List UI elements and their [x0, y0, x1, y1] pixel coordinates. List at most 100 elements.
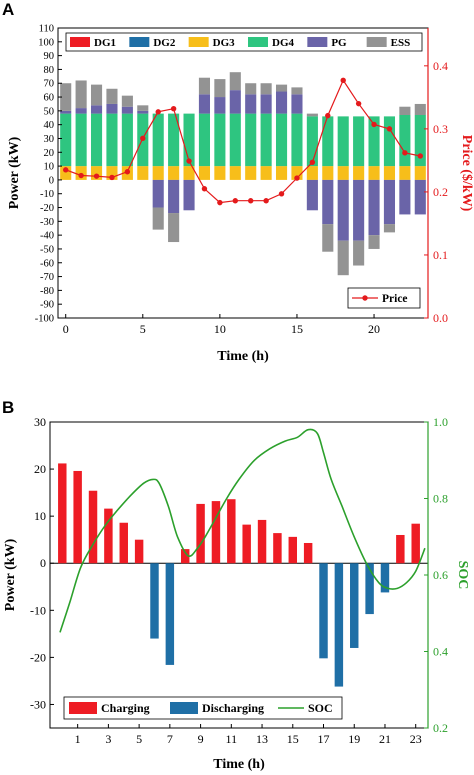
x-tick-label: 19: [348, 732, 360, 746]
bar-discharging-20: [365, 563, 374, 615]
legend-swatch-dg2: [129, 37, 150, 47]
bar-pg-3: [106, 103, 118, 114]
y-tick-label: -80: [40, 286, 54, 297]
y-tick-label: 10: [44, 162, 55, 173]
bar-charging-1: [73, 470, 82, 564]
price-line: [65, 79, 421, 204]
bar-ess-1: [75, 80, 87, 109]
bar-pg-11: [229, 90, 241, 114]
y-tick-label: 10: [34, 509, 46, 523]
y-tick-label: -70: [40, 272, 54, 283]
x-tick-label: 17: [318, 732, 330, 746]
bar-dg4-21: [383, 116, 396, 167]
y-tick-label: 110: [39, 24, 54, 35]
legend-label-dg1: DG1: [94, 37, 116, 49]
x-tick-label: 0: [63, 322, 69, 336]
price-point-23: [417, 153, 423, 159]
y-tick-label: 80: [44, 65, 55, 76]
x-tick-label: 5: [136, 732, 142, 746]
y-tick-label: -30: [30, 697, 46, 711]
bar-dg3-11: [229, 166, 241, 180]
bar-ess-16: [306, 113, 318, 117]
x-tick-label: 15: [287, 732, 299, 746]
price-point-1: [78, 172, 84, 179]
price-point-17: [325, 112, 331, 119]
price-point-12: [248, 198, 254, 204]
price-point-4: [124, 169, 131, 175]
price-point-18: [340, 77, 346, 84]
bar-ess-9: [198, 77, 211, 95]
price-legend-label: Price: [382, 293, 408, 305]
bar-charging-14: [273, 533, 282, 564]
y2-axis-label: SOC: [455, 561, 470, 590]
price-point-16: [309, 159, 316, 165]
bar-dg3-9: [198, 166, 211, 180]
bar-pg-22: [399, 179, 411, 215]
bar-pg-17: [322, 179, 334, 225]
y-tick-label: 0: [40, 556, 46, 570]
price-legend-marker: [362, 295, 368, 301]
bar-dg3-17: [322, 166, 334, 180]
x-axis-label: Time (h): [217, 349, 269, 364]
bar-ess-22: [399, 106, 411, 115]
bar-discharging-6: [150, 563, 159, 639]
y-tick-label: -60: [40, 258, 54, 269]
bar-dg3-8: [183, 166, 195, 180]
y-tick-label: -30: [40, 217, 54, 228]
bar-dg4-3: [106, 113, 118, 167]
legend-label-dg4: DG4: [272, 37, 295, 49]
price-point-21: [386, 126, 393, 132]
x-tick-label: 9: [198, 732, 204, 746]
bar-pg-1: [75, 108, 87, 114]
bar-charging-3: [104, 508, 113, 564]
bar-dg4-18: [337, 116, 349, 167]
x-tick-label: 10: [214, 322, 226, 336]
bar-charging-2: [88, 490, 98, 564]
bar-pg-15: [291, 94, 303, 114]
bar-ess-23: [414, 103, 426, 115]
x-tick-label: 7: [167, 732, 173, 746]
y-tick-label: -50: [40, 244, 54, 255]
bar-dg4-20: [368, 116, 380, 167]
bar-ess-13: [260, 83, 272, 95]
x-tick-label: 11: [226, 732, 238, 746]
soc-line: [59, 428, 426, 633]
x-tick-label: 20: [368, 322, 380, 336]
bar-ess-4: [121, 95, 133, 107]
bar-ess-17: [322, 224, 334, 252]
bar-pg-5: [137, 110, 149, 114]
price-point-10: [217, 199, 223, 206]
x-tick-label: 23: [410, 732, 422, 746]
legend-swatch-pg: [307, 37, 328, 47]
bar-charging-22: [396, 534, 405, 564]
bar-pg-23: [414, 179, 426, 215]
bar-ess-3: [106, 88, 118, 104]
bar-dg4-13: [260, 113, 272, 167]
price-point-11: [232, 198, 238, 204]
bar-pg-19: [353, 179, 365, 241]
bar-dg4-16: [306, 116, 318, 167]
bar-discharging-17: [319, 563, 328, 659]
bar-charging-11: [227, 499, 236, 564]
bar-dg3-14: [275, 166, 288, 180]
price-legend-box: [347, 287, 421, 309]
y-tick-label: -10: [30, 603, 46, 617]
bar-dg3-3: [106, 166, 118, 180]
price-point-5: [140, 135, 146, 142]
legend-swatch-dg3: [188, 37, 209, 47]
bar-dg3-20: [368, 166, 380, 180]
bar-dg4-19: [353, 116, 365, 167]
bar-dg4-12: [245, 113, 257, 167]
y2-tick-label: 0.6: [433, 568, 448, 582]
bar-dg4-10: [214, 113, 226, 167]
y2-axis-label: Price ($/kW): [459, 135, 474, 212]
bar-dg3-15: [291, 166, 303, 180]
legend-box: [63, 696, 343, 720]
y-tick-label: -40: [40, 231, 54, 242]
y-axis-label: Power (kW): [7, 136, 22, 209]
bar-pg-12: [245, 94, 257, 114]
panel-label-b: B: [2, 398, 15, 417]
bar-dg4-6: [152, 113, 164, 167]
bar-dg4-22: [399, 115, 411, 167]
